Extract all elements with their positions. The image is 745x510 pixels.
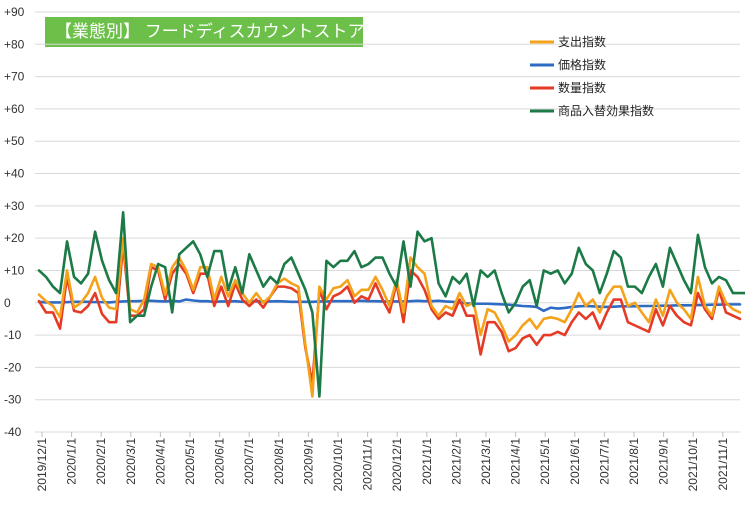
x-tick-label: 2021/7/1: [597, 438, 611, 485]
y-tick-label: +80: [4, 37, 25, 51]
x-tick-label: 2020/1/1: [65, 438, 79, 485]
x-tick-label: 2020/4/1: [153, 438, 167, 485]
y-tick-label: +50: [4, 134, 25, 148]
legend-label: 商品入替効果指数: [558, 103, 654, 118]
legend-label: 価格指数: [558, 57, 606, 72]
x-tick-label: 2020/11/1: [361, 438, 375, 491]
y-tick-label: 0: [4, 296, 11, 310]
x-tick-label: 2020/10/1: [331, 438, 345, 492]
y-tick-label: +10: [4, 263, 25, 277]
chart-title: 【業態別】 フードディスカウントストア: [45, 17, 365, 47]
x-tick-label: 2021/8/1: [627, 438, 641, 485]
x-tick-label: 2020/3/1: [124, 438, 138, 485]
x-tick-label: 2020/6/1: [213, 438, 227, 485]
x-tick-label: 2020/5/1: [183, 438, 197, 485]
y-tick-label: -20: [4, 360, 22, 374]
x-tick-label: 2019/12/1: [35, 438, 49, 492]
legend-label: 数量指数: [558, 80, 606, 95]
x-tick-label: 2021/9/1: [657, 438, 671, 485]
y-tick-label: -10: [4, 328, 22, 342]
x-tick-label: 2020/8/1: [272, 438, 286, 485]
series-line-0: [37, 236, 742, 398]
y-tick-label: +30: [4, 199, 25, 213]
x-tick-label: 2020/7/1: [242, 438, 256, 485]
y-tick-label: +60: [4, 102, 25, 116]
x-tick-label: 2021/10/1: [686, 438, 700, 492]
x-tick-label: 2021/1/1: [420, 438, 434, 485]
x-tick-label: 2021/5/1: [538, 438, 552, 485]
legend-label: 支出指数: [558, 34, 606, 49]
y-tick-label: +90: [4, 5, 25, 19]
x-tick-label: 2020/12/1: [390, 438, 404, 492]
y-tick-label: +20: [4, 231, 25, 245]
x-tick-label: 2020/9/1: [301, 438, 315, 485]
x-tick-label: 2021/2/1: [449, 438, 463, 485]
x-tick-label: 2021/4/1: [509, 438, 523, 485]
series-line-3: [37, 211, 745, 398]
y-tick-label: +40: [4, 167, 25, 181]
y-tick-label: -40: [4, 425, 22, 439]
x-tick-label: 2021/11/1: [716, 438, 730, 491]
y-tick-label: -30: [4, 393, 22, 407]
x-tick-label: 2020/2/1: [94, 438, 108, 485]
y-tick-label: +70: [4, 70, 25, 84]
x-tick-label: 2021/6/1: [568, 438, 582, 485]
x-tick-label: 2021/3/1: [479, 438, 493, 485]
